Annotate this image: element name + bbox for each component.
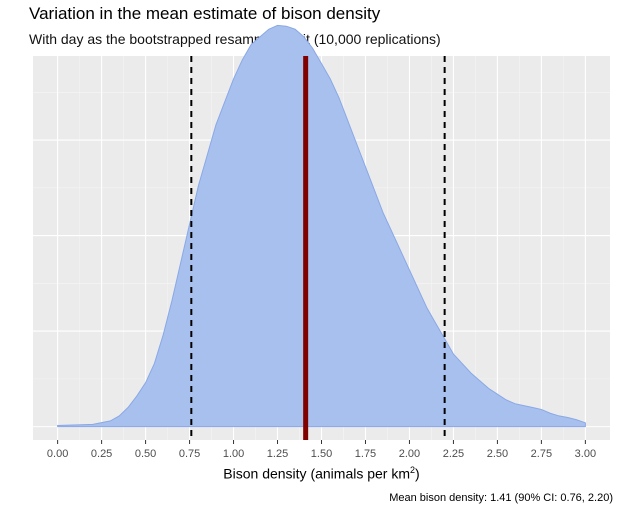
chart-subtitle: With day as the bootstrapped resampling … [29, 31, 441, 47]
x-axis-title: Bison density (animals per km2) [0, 465, 621, 482]
x-tick-labels: 0.00 0.25 0.50 0.75 1.00 1.25 1.50 1.75 2.00 2.25… [47, 448, 596, 460]
x-tick-label: 1.50 [311, 448, 332, 460]
x-axis-title-suffix: ) [415, 465, 420, 482]
x-tick-label: 1.00 [223, 448, 244, 460]
x-tick-label: 2.75 [531, 448, 552, 460]
x-tick-label: 1.75 [355, 448, 376, 460]
x-tick-label: 0.50 [135, 448, 156, 460]
density-area [57, 24, 586, 428]
x-tick-label: 1.25 [267, 448, 288, 460]
x-tick-label: 3.00 [575, 448, 596, 460]
chart-title: Variation in the mean estimate of bison … [29, 4, 381, 23]
x-tick-label: 0.75 [179, 448, 200, 460]
chart-caption: Mean bison density: 1.41 (90% CI: 0.76, … [389, 492, 613, 504]
x-axis-title-superscript: 2 [410, 465, 416, 475]
x-tick-label: 0.00 [47, 448, 68, 460]
x-ticks [57, 440, 586, 444]
x-tick-label: 0.25 [91, 448, 112, 460]
x-tick-label: 2.00 [399, 448, 420, 460]
x-tick-label: 2.50 [487, 448, 508, 460]
x-tick-label: 2.25 [443, 448, 464, 460]
x-axis-title-text: Bison density (animals per km [223, 465, 411, 482]
